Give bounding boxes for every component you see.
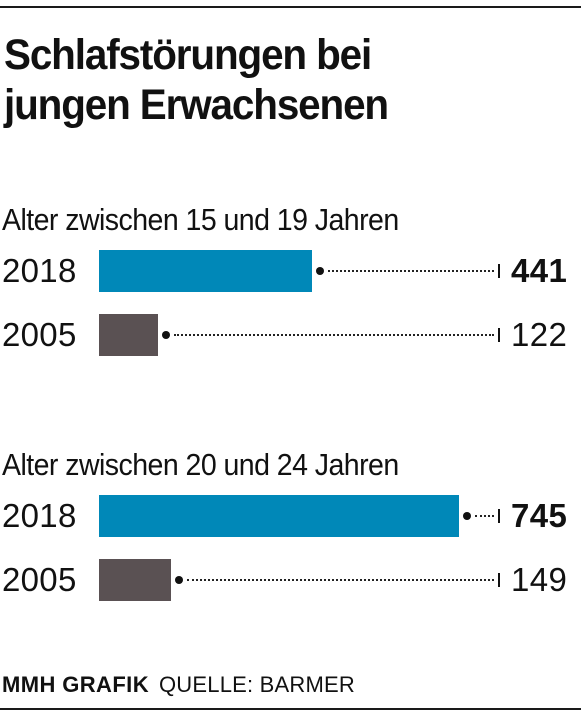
top-rule (0, 6, 581, 8)
leader-line (475, 515, 494, 517)
chart-title-line-2: jungen Erwachsenen (4, 81, 389, 129)
chart-title: Schlafstörungen bei jungen Erwachsenen (4, 30, 540, 130)
year-label: 2018 (2, 497, 77, 534)
bar-2018 (99, 495, 459, 537)
value-label: 745 (511, 497, 568, 534)
leader-tick (498, 328, 500, 342)
group-label: Alter zwischen 20 und 24 Jahren (2, 447, 399, 482)
footer: MMH GRAFIK QUELLE: BARMER (2, 672, 355, 698)
footer-brand: MMH GRAFIK (2, 672, 149, 697)
bottom-rule (0, 708, 581, 710)
leader-line (174, 334, 494, 336)
bar-2005 (99, 314, 158, 356)
year-label: 2018 (2, 252, 77, 289)
value-label: 122 (511, 316, 568, 353)
leader-dot (316, 267, 324, 275)
leader-dot (463, 512, 471, 520)
chart-title-line-1: Schlafstörungen bei (4, 31, 372, 79)
leader-line (328, 270, 494, 272)
leader-line (187, 579, 494, 581)
leader-tick (498, 264, 500, 278)
bar-2018 (99, 250, 312, 292)
year-label: 2005 (2, 316, 77, 353)
leader-tick (498, 509, 500, 523)
value-label: 149 (511, 561, 568, 598)
leader-dot (162, 331, 170, 339)
year-label: 2005 (2, 561, 77, 598)
bar-2005 (99, 559, 171, 601)
value-label: 441 (511, 252, 568, 289)
leader-dot (175, 576, 183, 584)
leader-tick (498, 573, 500, 587)
group-label: Alter zwischen 15 und 19 Jahren (2, 202, 399, 237)
footer-source: QUELLE: BARMER (158, 672, 355, 697)
